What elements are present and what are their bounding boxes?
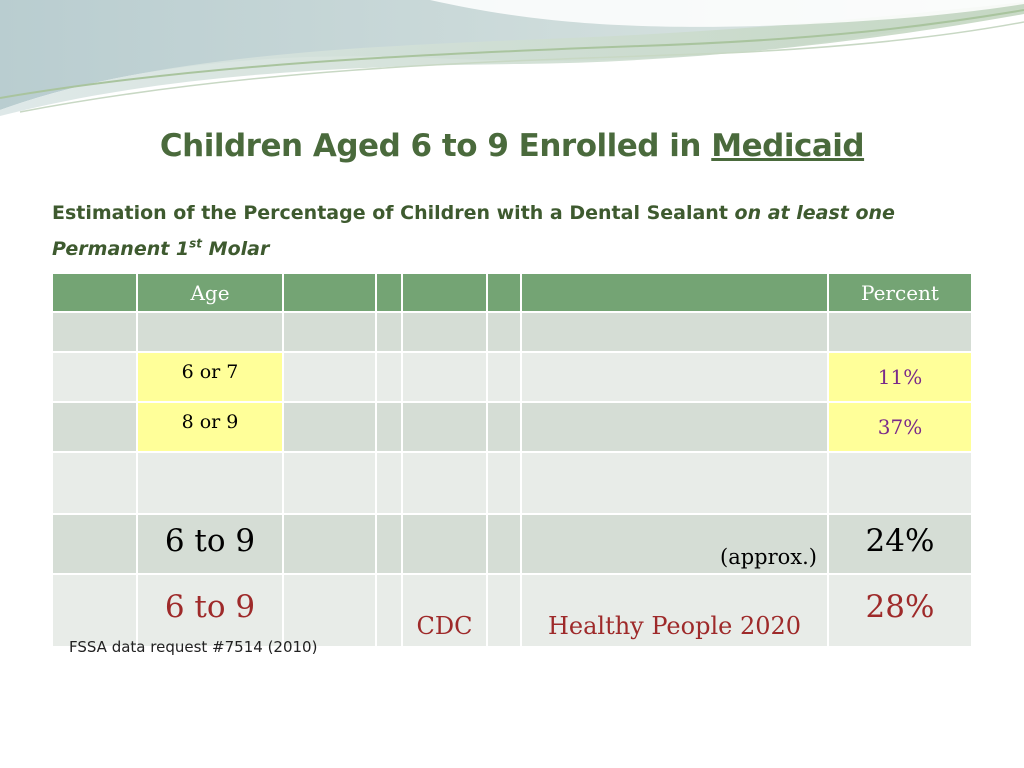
data-table: Age Percent 6 or 7 11% 8 or 9 37% 6 to 9… bbox=[51, 272, 973, 648]
header-age: Age bbox=[136, 272, 284, 313]
table-row: 6 to 9 (approx.) 24% bbox=[51, 513, 973, 575]
percent-cell: 24% bbox=[827, 513, 973, 575]
subtitle: Estimation of the Percentage of Children… bbox=[52, 202, 895, 261]
table-row bbox=[51, 451, 973, 515]
percent-cell: 28% bbox=[827, 573, 973, 648]
table-header-row: Age Percent bbox=[51, 272, 973, 313]
header-percent: Percent bbox=[827, 272, 973, 313]
percent-cell: 11% bbox=[827, 351, 973, 403]
footnote: FSSA data request #7514 (2010) bbox=[69, 638, 318, 656]
page-title: Children Aged 6 to 9 Enrolled in Medicai… bbox=[159, 128, 865, 164]
age-cell: 6 to 9 bbox=[136, 573, 284, 648]
age-cell: 8 or 9 bbox=[136, 401, 284, 453]
medicaid-underlined: Medicaid bbox=[711, 128, 865, 164]
decorative-swoosh bbox=[0, 0, 1024, 116]
table-row: 6 to 9 CDC Healthy People 2020 28% bbox=[51, 573, 973, 648]
table-row bbox=[51, 311, 973, 353]
program-cell: Healthy People 2020 bbox=[520, 573, 829, 648]
source-cell: CDC bbox=[401, 573, 488, 648]
age-cell: 6 or 7 bbox=[136, 351, 284, 403]
approx-note: (approx.) bbox=[520, 513, 829, 575]
age-cell: 6 to 9 bbox=[136, 513, 284, 575]
percent-cell: 37% bbox=[827, 401, 973, 453]
table-row: 6 or 7 11% bbox=[51, 351, 973, 403]
table-row: 8 or 9 37% bbox=[51, 401, 973, 453]
